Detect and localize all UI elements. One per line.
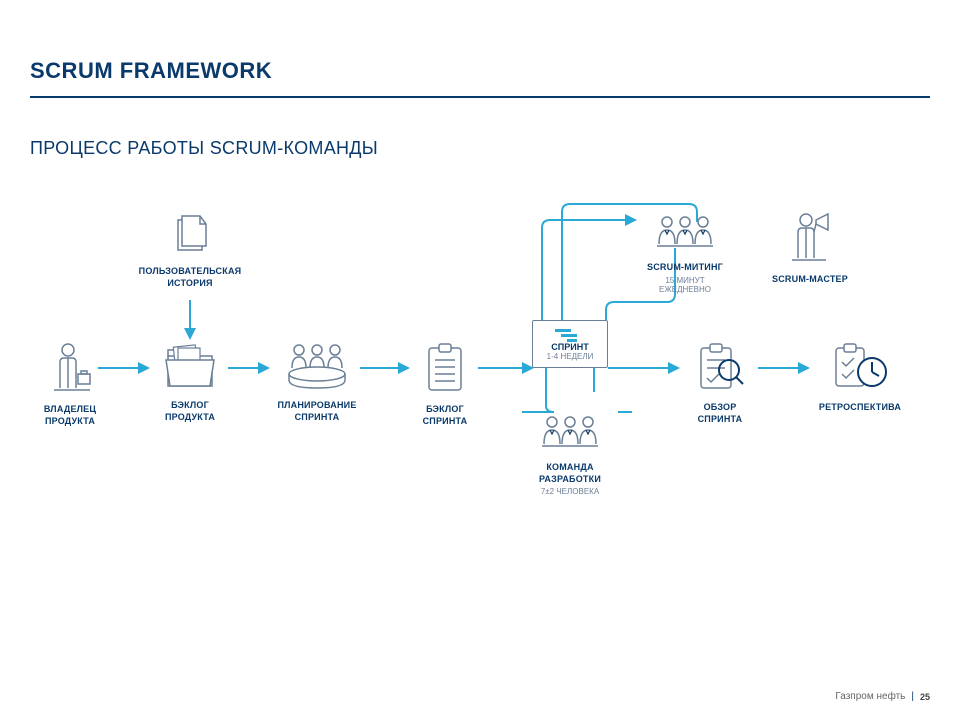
- node-master: SCRUM-МАСТЕР: [760, 210, 860, 286]
- page-title: SCRUM FRAMEWORK: [30, 58, 272, 84]
- node-backlog: БЭКЛОГ ПРОДУКТА: [140, 340, 240, 423]
- page-subtitle: ПРОЦЕСС РАБОТЫ SCRUM-КОМАНДЫ: [30, 138, 378, 159]
- node-label: КОМАНДА РАЗРАБОТКИ: [539, 462, 601, 485]
- person-briefcase-icon: [46, 340, 94, 396]
- footer-company: Газпром нефть: [835, 691, 905, 702]
- node-sprint-bl: БЭКЛОГ СПРИНТА: [400, 340, 490, 427]
- node-label: ПЛАНИРОВАНИЕ СПРИНТА: [277, 400, 356, 423]
- node-team: КОМАНДА РАЗРАБОТКИ 7±2 ЧЕЛОВЕКА: [520, 410, 620, 497]
- title-underline: [30, 96, 930, 98]
- node-label: ОБЗОР СПРИНТА: [698, 402, 743, 425]
- sprint-box: СПРИНТ 1-4 НЕДЕЛИ: [532, 320, 608, 368]
- scrum-flow-diagram: ВЛАДЕЛЕЦ ПРОДУКТА ПОЛЬЗОВАТЕЛЬСКАЯ ИСТОРИ…: [30, 200, 930, 550]
- node-review: ОБЗОР СПРИНТА: [670, 340, 770, 425]
- node-meeting: SCRUM-МИТИНГ 15 МИНУТ ЕЖЕДНЕВНО: [630, 210, 740, 295]
- node-sublabel: 7±2 ЧЕЛОВЕКА: [541, 487, 599, 497]
- node-owner: ВЛАДЕЛЕЦ ПРОДУКТА: [30, 340, 110, 427]
- node-label: РЕТРОСПЕКТИВА: [819, 402, 901, 414]
- node-retro: РЕТРОСПЕКТИВА: [800, 340, 920, 414]
- footer-separator: |: [911, 691, 914, 702]
- node-sublabel: 15 МИНУТ ЕЖЕДНЕВНО: [659, 276, 711, 295]
- team-table-icon: [285, 340, 349, 392]
- gantt-icon: [555, 328, 585, 342]
- node-planning: ПЛАНИРОВАНИЕ СПРИНТА: [262, 340, 372, 423]
- node-label: БЭКЛОГ СПРИНТА: [423, 404, 468, 427]
- node-user-story: ПОЛЬЗОВАТЕЛЬСКАЯ ИСТОРИЯ: [135, 210, 245, 289]
- team-icon: [653, 210, 717, 254]
- sprint-sub: 1-4 НЕДЕЛИ: [547, 352, 594, 361]
- node-label: БЭКЛОГ ПРОДУКТА: [165, 400, 215, 423]
- folder-icon: [162, 340, 218, 392]
- footer-page-number: 25: [920, 692, 930, 702]
- sprint-title: СПРИНТ: [551, 342, 588, 352]
- node-label: ПОЛЬЗОВАТЕЛЬСКАЯ ИСТОРИЯ: [139, 266, 242, 289]
- person-megaphone-icon: [786, 210, 834, 266]
- footer: Газпром нефть | 25: [835, 691, 930, 702]
- node-label: ВЛАДЕЛЕЦ ПРОДУКТА: [44, 404, 96, 427]
- node-label: SCRUM-МАСТЕР: [772, 274, 848, 286]
- clipboard-search-icon: [693, 340, 747, 394]
- team-icon: [538, 410, 602, 454]
- node-label: SCRUM-МИТИНГ: [647, 262, 723, 274]
- clipboard-clock-icon: [830, 340, 890, 394]
- clipboard-icon: [419, 340, 471, 396]
- document-icon: [166, 210, 214, 258]
